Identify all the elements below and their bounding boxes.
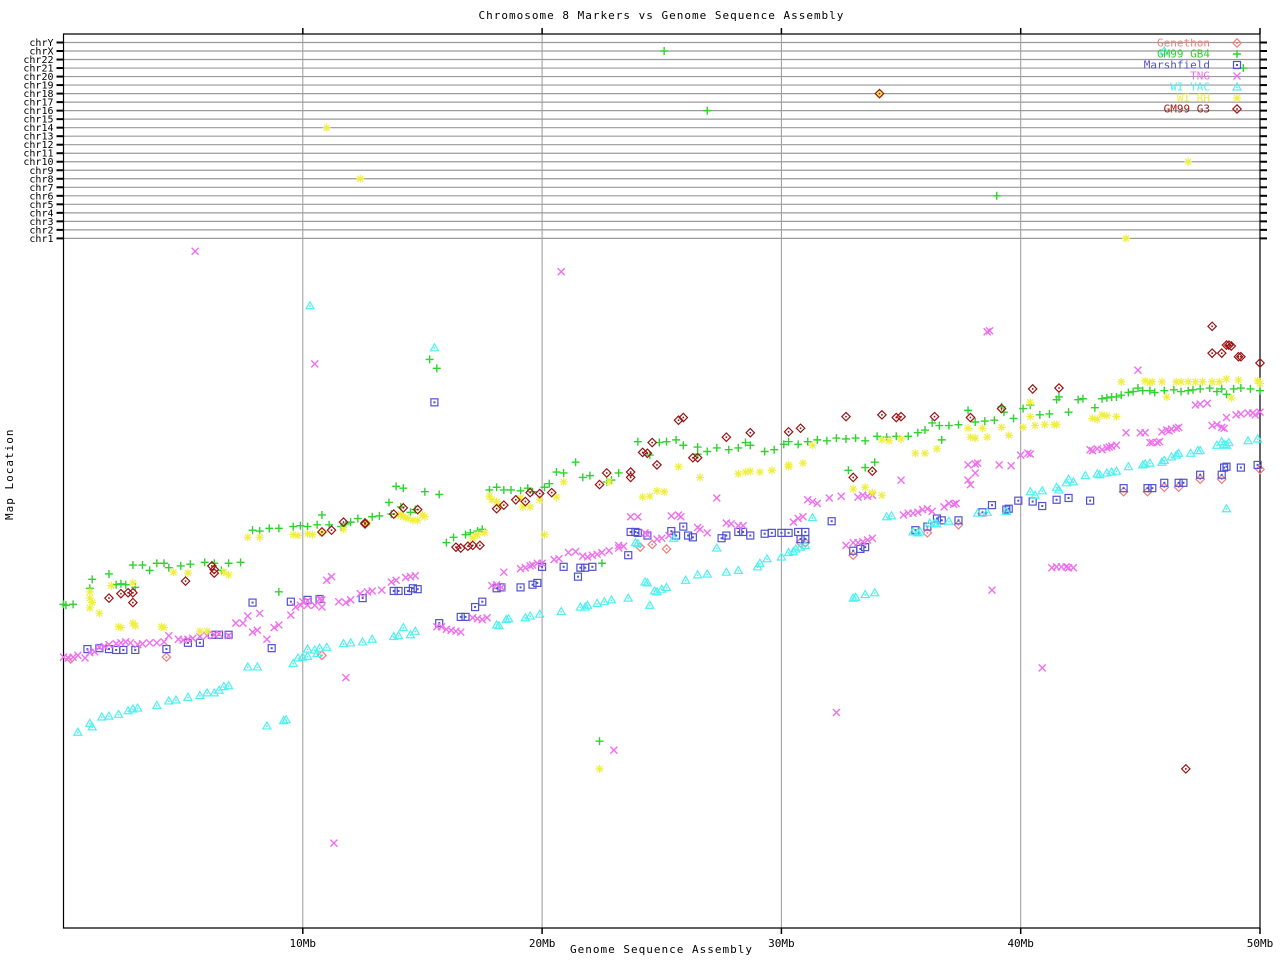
series-gm99-gb4 <box>59 355 1264 746</box>
chromosome-row-label: chr15 <box>23 115 53 126</box>
x-tick-label: 40Mb <box>1007 937 1034 950</box>
legend-symbol-square-dot-icon <box>1232 60 1242 70</box>
legend-item-wi-yac: WI YAC <box>1170 81 1243 94</box>
axes <box>56 28 1267 934</box>
x-axis-label: Genome Sequence Assembly <box>570 943 753 956</box>
chromosome-row-label: chr22 <box>23 55 53 66</box>
chromosome-row-label: chr8 <box>29 174 53 185</box>
legend-item-tng: TNG <box>1190 70 1241 83</box>
x-tick-label: 20Mb <box>529 937 556 950</box>
series-gm99-g3 <box>103 321 1266 774</box>
series-marshfield <box>83 398 1262 655</box>
x-tick-label: 30Mb <box>768 937 795 950</box>
x-tick-label: 50Mb <box>1247 937 1274 950</box>
series-wi-yac <box>72 300 1263 736</box>
chromosome-row-label: chr3 <box>29 217 53 228</box>
chromosome-row-label: chr6 <box>29 191 53 202</box>
legend-item-marshfield: Marshfield <box>1144 59 1242 72</box>
legend-symbol-diamond-dot-icon <box>1231 103 1243 115</box>
legend-label: WI RH <box>1177 92 1210 105</box>
legend-symbol-x-icon <box>1233 72 1241 80</box>
legend-item-gm99-g3: GM99 G3 <box>1164 103 1243 116</box>
chromosome-row-label: chr16 <box>23 106 53 117</box>
chromosome-row-label: chr19 <box>23 81 53 92</box>
legend-symbol-plus-icon <box>1233 50 1241 58</box>
chromosome-row-label: chr1 <box>29 234 53 245</box>
legend-symbol-diamond-dot-icon <box>1231 37 1243 49</box>
series-wi-rh <box>85 375 1264 773</box>
chromosome-row-label: chr2 <box>29 225 53 236</box>
legend-item-gm99-gb4: GM99 GB4 <box>1157 48 1241 61</box>
chromosome-row-label: chr20 <box>23 72 53 83</box>
legend-symbol-triangle-dot-icon <box>1231 81 1243 91</box>
chromosome-row-label: chr13 <box>23 132 53 143</box>
chromosome-labels: chrYchrXchr22chr21chr20chr19chr18chr17ch… <box>23 38 53 245</box>
x-tick-label: 10Mb <box>290 937 317 950</box>
series-genethon <box>65 464 1266 664</box>
chromosome-row-label: chr21 <box>23 64 53 75</box>
chromosome-row-label: chrX <box>29 47 53 58</box>
chromosome-row-label: chr9 <box>29 166 53 177</box>
series-tng <box>59 247 1264 848</box>
chart-title: Chromosome 8 Markers vs Genome Sequence … <box>478 9 845 22</box>
chromosome-row-points <box>322 45 1248 243</box>
legend-label: GM99 G3 <box>1164 103 1210 116</box>
chromosome-row-label: chr17 <box>23 98 53 109</box>
legend-label: GM99 GB4 <box>1157 48 1210 61</box>
chromosome-row-label: chr11 <box>23 149 53 160</box>
chromosome-row-label: chr12 <box>23 140 53 151</box>
legend-symbol-star-icon <box>1233 94 1241 102</box>
legend-item-wi-rh: WI RH <box>1177 92 1241 105</box>
chromosome-row-label: chr10 <box>23 157 53 168</box>
legend-label: Genethon <box>1157 37 1210 50</box>
chromosome-row-label: chr14 <box>23 123 53 134</box>
chromosome-row-label: chr7 <box>29 183 53 194</box>
legend-label: Marshfield <box>1144 59 1210 72</box>
chromosome-row-label: chrY <box>29 38 53 49</box>
legend-label: WI YAC <box>1170 81 1210 94</box>
legend-label: TNG <box>1190 70 1210 83</box>
chromosome-row-label: chr5 <box>29 200 53 211</box>
x-tick-labels: 10Mb 20Mb 30Mb 40Mb 50Mb <box>290 937 1274 950</box>
grid <box>63 34 1260 928</box>
chromosome-row-label: chr4 <box>29 208 53 219</box>
chromosome-row-label: chr18 <box>23 89 53 100</box>
legend-item-genethon: Genethon <box>1157 37 1243 50</box>
y-axis-label: Map Location <box>3 428 16 520</box>
